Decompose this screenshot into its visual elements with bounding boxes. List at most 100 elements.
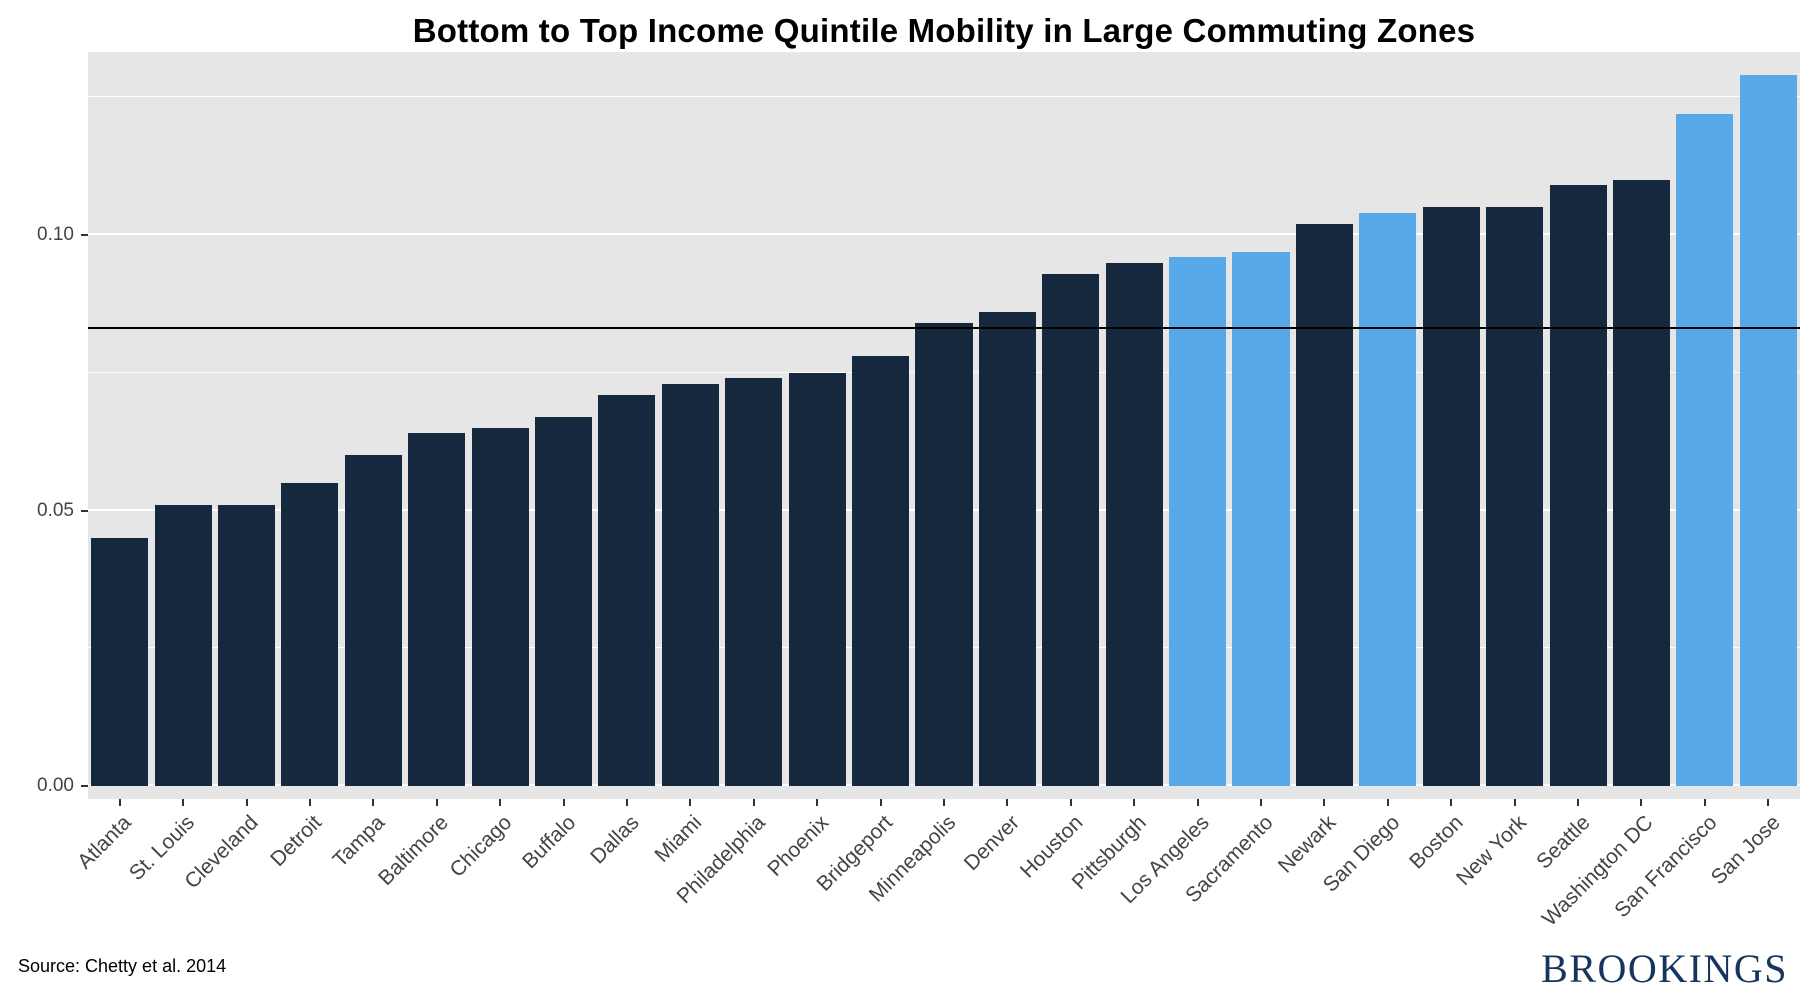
bar-slot [278,52,341,786]
bar-slot [342,52,405,786]
x-axis-label: Dallas [585,811,644,869]
bar-detroit [281,482,339,786]
x-tick-mark [752,799,755,806]
x-tick-mark [689,799,692,806]
bar-slot [1356,52,1419,786]
x-tick-mark [1069,799,1072,806]
x-tick-mark [1196,799,1199,806]
bar-slot [1229,52,1292,786]
bar-bridgeport [852,356,910,786]
bar-slot [1546,52,1609,786]
bar-slot [405,52,468,786]
y-tick-mark [81,785,88,787]
x-tick-mark [1767,799,1770,806]
x-axis-label: Miami [650,811,707,867]
bar-baltimore [408,433,466,786]
source-note: Source: Chetty et al. 2014 [18,956,227,976]
bar-slot [659,52,722,786]
bar-slot [976,52,1039,786]
x-tick-mark [1260,799,1263,806]
bar-miami [661,383,719,786]
x-axis-label: Denver [959,811,1024,876]
x-tick-mark [1703,799,1706,806]
bar-san-francisco [1676,113,1734,786]
x-tick-mark [182,799,185,806]
bar-seattle [1549,185,1607,786]
bar-slot [1039,52,1102,786]
x-tick-mark [1323,799,1326,806]
x-tick-mark [308,799,311,806]
bar-minneapolis [915,323,973,786]
bar-atlanta [91,538,149,786]
bar-newark [1295,223,1353,786]
x-axis-label: Chicago [445,811,517,882]
bar-slot [785,52,848,786]
bar-st-louis [154,505,212,786]
bar-slot [1483,52,1546,786]
bar-slot [215,52,278,786]
y-tick-mark [81,234,88,236]
y-tick-label: 0.00 [37,775,74,796]
bar-san-jose [1739,75,1797,786]
x-axis-label: San Jose [1706,811,1785,890]
x-axis-label: Boston [1405,811,1468,874]
bar-slot [722,52,785,786]
bar-slot [1737,52,1800,786]
brookings-logo: BROOKINGS [1541,946,1788,991]
bar-san-diego [1359,212,1417,786]
y-tick-label: 0.10 [37,224,74,245]
gridline-minor [88,96,1800,98]
bar-phoenix [788,372,846,786]
bar-slot [532,52,595,786]
bar-chicago [471,427,529,786]
y-tick-label: 0.05 [37,499,74,521]
bar-houston [1042,273,1100,786]
x-axis-label: Washington DC [1538,811,1658,931]
bar-slot [1610,52,1673,786]
bar-new-york [1486,207,1544,786]
x-axis-label: Seattle [1531,811,1595,874]
bar-denver [978,312,1036,786]
x-tick-mark [499,799,502,806]
bar-washington-dc [1612,179,1670,786]
x-axis-labels: Atlanta St. Louis Cleveland Detroit Tampa Bal… [73,799,1800,979]
x-tick-mark [562,799,565,806]
x-tick-mark [625,799,628,806]
bar-slot [849,52,912,786]
gridline-major [88,233,1800,235]
bar-slot [1673,52,1736,786]
x-tick-mark [879,799,882,806]
x-tick-mark [245,799,248,806]
bar-slot [912,52,975,786]
x-tick-mark [1513,799,1516,806]
x-tick-mark [435,799,438,806]
bar-dallas [598,394,656,786]
bar-cleveland [217,505,276,786]
x-tick-mark [1640,799,1643,806]
x-axis-label: Tampa [328,811,390,872]
bar-slot [151,52,214,786]
reference-line [88,327,1800,329]
bar-slot [1293,52,1356,786]
x-axis-label: Detroit [266,811,327,872]
y-axis-labels: 0.00 0.05 0.10 [0,52,88,799]
bar-buffalo [535,416,593,786]
bar-slot [595,52,658,786]
bar-boston [1422,207,1480,786]
bar-los-angeles [1169,257,1227,786]
bar-slot [1103,52,1166,786]
bar-tampa [344,455,402,786]
bars [88,52,1800,799]
bar-slot [468,52,531,786]
bar-sacramento [1232,251,1290,786]
plot-panel [88,52,1800,799]
x-tick-mark [943,799,945,806]
x-axis-label: Buffalo [517,811,580,874]
x-tick-mark [372,799,375,806]
x-tick-mark [816,799,819,806]
x-tick-mark [1386,799,1389,806]
bar-slot [1166,52,1229,786]
chart-title: Bottom to Top Income Quintile Mobility i… [412,12,1476,49]
bar-philadelphia [725,378,783,786]
